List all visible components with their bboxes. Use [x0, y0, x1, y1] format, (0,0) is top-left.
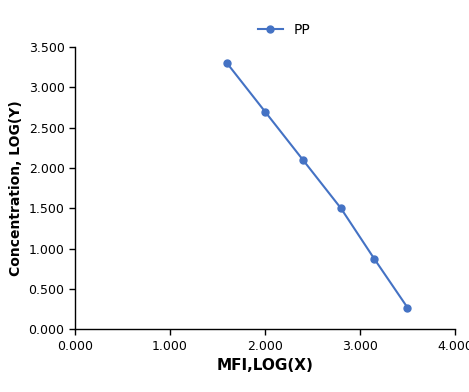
- Y-axis label: Concentration, LOG(Y): Concentration, LOG(Y): [9, 100, 23, 276]
- PP: [300, 158, 306, 162]
- Legend: PP: PP: [252, 17, 316, 42]
- PP: [338, 206, 344, 211]
- Line: PP: PP: [224, 60, 411, 311]
- PP: [262, 109, 268, 114]
- PP: [405, 305, 410, 310]
- PP: [224, 61, 230, 65]
- X-axis label: MFI,LOG(X): MFI,LOG(X): [217, 358, 313, 373]
- PP: [371, 256, 377, 261]
